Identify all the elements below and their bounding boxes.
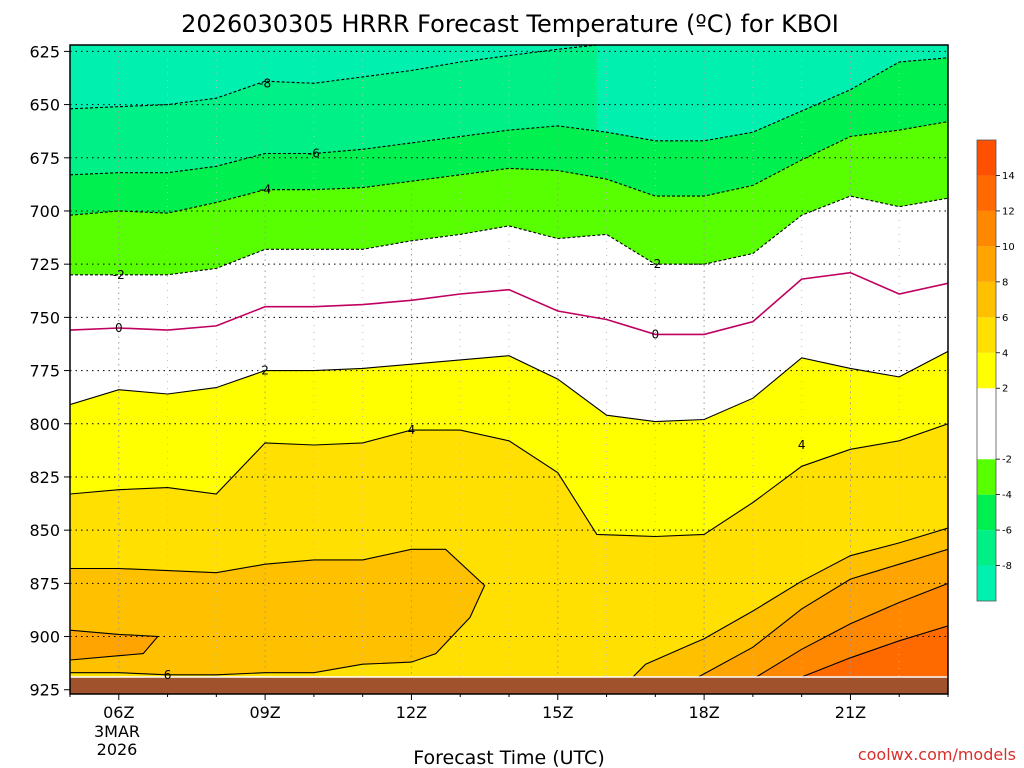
colorbar: 14 12 10 8 6 4 2 -2 -4 -6 -8 [976,139,1015,602]
x-tick-label-09Z: 09Z [249,703,280,722]
colorbar-swatch--4 [977,459,996,495]
isotherm--4-2 [70,121,948,216]
isotherm-4-6 [70,423,948,538]
isotherm-0-4 [70,271,948,336]
x-tick-label-06Z: 06Z [103,703,134,722]
band-above-8-9 [70,630,158,660]
y-tick-label-750: 750 [29,308,60,327]
colorbar-swatch-4 [977,317,996,353]
x-date-year: 2026 [97,740,138,759]
x-axis: 06Z 09Z 12Z 15Z 18Z 21Z [69,694,949,722]
isotherm--6-1 [70,57,948,176]
isotherm-12-12 [801,625,948,678]
x-tick-label-21Z: 21Z [835,703,866,722]
colorbar-swatch-10 [977,210,996,247]
isotherm-8-10 [694,548,948,680]
isotherm--8-0 [70,45,597,110]
isotherm-6-7 [70,548,486,676]
colorbar-swatch--10 [977,565,996,601]
y-tick-label-775: 775 [29,362,60,381]
y-tick-label-725: 725 [29,255,60,274]
x-tick-label-15Z: 15Z [542,703,573,722]
isotherm-8-9 [70,629,159,661]
y-tick-label-675: 675 [29,149,60,168]
colorbar-swatch-12 [977,175,996,211]
contour-label-8: 4 [408,423,416,437]
y-tick-label-625: 625 [29,42,60,61]
band-above-6-7 [70,549,485,675]
x-tick-label-12Z: 12Z [396,703,427,722]
colorbar-label-10: 10 [1002,242,1015,253]
x-date-month: 3MAR [94,722,140,741]
contour-lines [70,45,948,680]
y-tick-label-650: 650 [29,96,60,115]
colorbar-label--4: -4 [1002,490,1012,501]
isotherm-6-8 [630,527,948,680]
credit-text: coolwx.com/models [858,745,1016,764]
contour-label-0: -8 [259,76,271,90]
y-tick-label-700: 700 [29,202,60,221]
contour-label-3: -2 [113,268,125,282]
colorbar-label--6: -6 [1002,526,1012,537]
colorbar-swatch--6 [977,494,996,531]
colorbar-swatch--8 [977,530,996,566]
x-tick-label-18Z: 18Z [688,703,719,722]
y-tick-label-925: 925 [29,681,60,700]
isotherm-2-5 [70,350,948,423]
contour-labels: -8 -6 -4 -2 -2 0 0 2 4 4 6 [113,76,806,682]
colorbar-swatch-8 [977,246,996,282]
contour-label-5: 0 [115,321,123,335]
chart-title: 2026030305 HRRR Forecast Temperature (ºC… [181,10,839,38]
colorbar-label-4: 4 [1002,348,1008,359]
contour-label-6: 0 [652,327,660,341]
contour-label-1: -6 [308,147,320,161]
contour-label-4: -2 [649,257,661,271]
colorbar-label-6: 6 [1002,313,1008,324]
y-tick-label-800: 800 [29,415,60,434]
contour-label-2: -4 [259,183,271,197]
colorbar-label--8: -8 [1002,561,1012,572]
colorbar-label-8: 8 [1002,277,1008,288]
colorbar-swatch-6 [977,281,996,318]
colorbar-label-14: 14 [1002,171,1015,182]
colorbar-label-12: 12 [1002,206,1015,217]
y-tick-label-825: 825 [29,468,60,487]
y-axis: 625 650 675 700 725 750 775 800 825 850 875 900 925 [29,42,70,700]
colorbar-swatch-14 [977,140,996,176]
colorbar-label--2: -2 [1002,455,1012,466]
colorbar-swatch--2 [977,388,996,460]
terrain-ground [70,676,948,694]
colorbar-frame [976,139,997,602]
terrain-band [70,676,948,694]
x-axis-title: Forecast Time (UTC) [413,747,604,768]
contour-label-7: 2 [261,364,269,378]
isotherm-10-11 [752,582,948,680]
isotherm--2-3 [70,195,948,276]
y-tick-label-850: 850 [29,521,60,540]
contour-label-9: 4 [798,438,806,452]
colorbar-label-2: 2 [1002,384,1008,395]
contour-label-10: 6 [164,668,172,682]
y-tick-label-875: 875 [29,574,60,593]
y-tick-label-900: 900 [29,628,60,647]
colorbar-swatch-2 [977,352,996,389]
